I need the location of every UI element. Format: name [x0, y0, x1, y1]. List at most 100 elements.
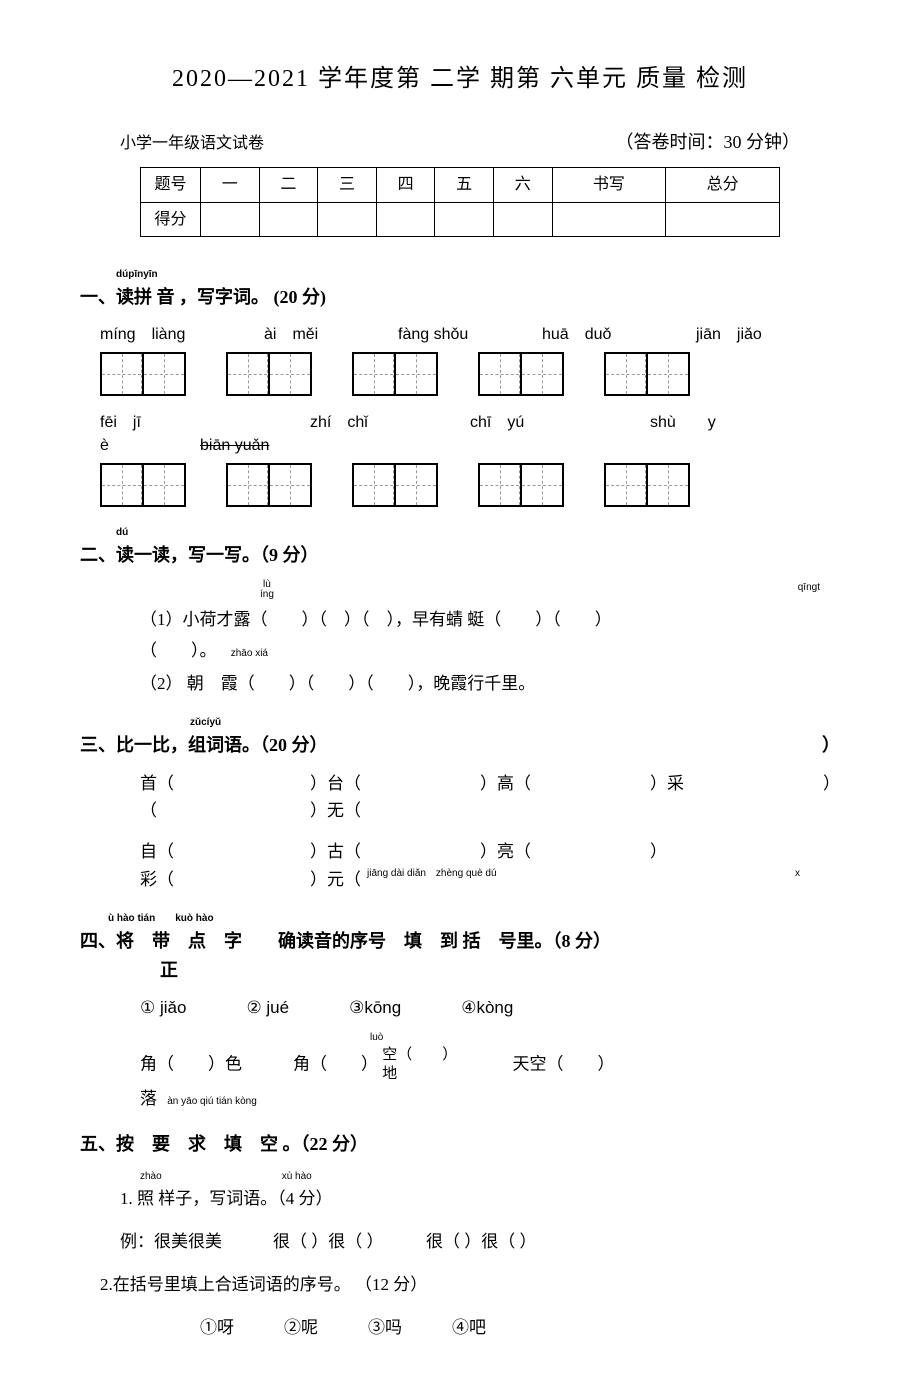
q3-row: 彩（ ）元（ jiāng dài diǎn zhèng què dú x: [140, 866, 840, 893]
q2-line2: （2） 朝 霞（ ）（ ）（ ），晚霞行千里。: [140, 670, 840, 697]
q4-heading-text: 四、将 带 点 字 确读音的序号 填 到 括 号里。（8 分）: [80, 927, 840, 956]
score-cell[interactable]: [493, 202, 552, 237]
score-header: 三: [318, 168, 377, 203]
q3-row: 首（ ）台（ ）高（ ）采 ）: [140, 770, 840, 797]
pinyin-label: ài měi: [264, 322, 374, 348]
pinyin-label: chī yú: [470, 410, 650, 436]
q3-row: （ ）无（: [140, 797, 840, 824]
q4-luo-pinyin: luò: [370, 1030, 840, 1046]
pinyin-label: zhí chǐ: [310, 410, 470, 436]
char-box[interactable]: [226, 352, 312, 396]
q5-pinyin-row: zhào xù hào: [140, 1169, 840, 1185]
char-box[interactable]: [100, 463, 186, 507]
q3-cell: ）亮（: [480, 838, 650, 865]
pinyin-annot: qīngt: [798, 580, 820, 600]
score-cell[interactable]: [259, 202, 318, 237]
score-cell[interactable]: [552, 202, 666, 237]
pinyin-label: fēi jī: [100, 410, 310, 436]
score-cell[interactable]: [376, 202, 435, 237]
pinyin-label: biān yuǎn: [200, 433, 269, 459]
q3-cell: 首（: [140, 770, 310, 797]
char-box[interactable]: [352, 352, 438, 396]
score-header: 五: [435, 168, 494, 203]
score-header-row: 题号 一 二 三 四 五 六 书写 总分: [141, 168, 780, 203]
q5-opt: ②呢: [284, 1314, 318, 1341]
q2-heading-text: 二、读一读，写一写。（9 分）: [80, 541, 840, 570]
score-cell[interactable]: [666, 202, 780, 237]
q4-line1: 角（ ）色 角（ ） 空（ ） 地 天空（ ）: [140, 1046, 840, 1085]
q4-opt: ④kòng: [461, 994, 513, 1021]
char-box[interactable]: [604, 352, 690, 396]
pinyin-annot: zhāo xiá: [231, 648, 268, 659]
subtitle-row: 小学一年级语文试卷 （答卷时间：30 分钟）: [80, 128, 840, 157]
q1-pinyin-row2a: fēi jī zhí chǐ chī yú shù y: [100, 410, 840, 436]
q4-line2: 落 àn yāo qiú tián kòng: [140, 1085, 840, 1112]
q5-opt: ①呀: [200, 1314, 234, 1341]
q3-cell: （: [140, 797, 310, 824]
score-header: 四: [376, 168, 435, 203]
q5-opt: ③吗: [368, 1314, 402, 1341]
pinyin-annot: xù hào: [282, 1169, 312, 1185]
subtitle: 小学一年级语文试卷: [120, 131, 264, 157]
q3-heading-pinyin: zǔcíyǔ: [190, 715, 840, 731]
q5-sub1-ex: 例：很美很美 很（ ）很（ ） 很（ ）很（ ）: [120, 1228, 840, 1255]
score-label: 得分: [141, 202, 201, 237]
q2-line1a: （1）小荷才露（ ）（ ）（ ），早有蜻 蜓（ ）（ ）: [140, 606, 840, 633]
q4-opt: ① jiǎo: [140, 994, 186, 1021]
q5-heading-text: 五、按 要 求 填 空 。（22 分）: [80, 1130, 840, 1159]
score-value-row: 得分: [141, 202, 780, 237]
q5-options: ①呀 ②呢 ③吗 ④吧: [200, 1314, 840, 1341]
q3-cell: 自（: [140, 838, 310, 865]
pinyin-label: jiān jiǎo: [696, 322, 762, 348]
char-box[interactable]: [604, 463, 690, 507]
q3-cell: ）: [650, 838, 820, 865]
q3-heading: zǔcíyǔ 三、比一比，组词语。（20 分） ）: [80, 715, 840, 760]
pinyin-label: míng liàng: [100, 322, 240, 348]
q3-cell: ）元（: [310, 866, 361, 893]
score-header: 六: [493, 168, 552, 203]
score-cell[interactable]: [318, 202, 377, 237]
pinyin-annot: zhào: [140, 1169, 162, 1185]
q2-heading: dú 二、读一读，写一写。（9 分）: [80, 525, 840, 570]
q5-sub2: 2.在括号里填上合适词语的序号。 （12 分）: [100, 1271, 840, 1298]
q3-tail-x: x: [795, 866, 800, 893]
q3-cell: ）采: [650, 770, 820, 797]
score-cell[interactable]: [435, 202, 494, 237]
pinyin-label: shù y: [650, 410, 716, 436]
q4-heading-sub: 正: [160, 956, 840, 985]
q2-pinyin-row: lù íng qīngt: [260, 580, 820, 600]
char-box[interactable]: [478, 463, 564, 507]
q1-pinyin-row1: míng liàng ài měi fàng shǒu huā duǒ jiān…: [100, 322, 840, 348]
q1-box-row1: [100, 352, 840, 396]
pinyin-label: è: [100, 433, 200, 459]
q4-stack: 空（ ） 地: [382, 1046, 457, 1085]
pinyin-label: fàng shǒu: [398, 322, 518, 348]
score-header: 书写: [552, 168, 666, 203]
score-header: 一: [201, 168, 260, 203]
char-box[interactable]: [226, 463, 312, 507]
q5-opt: ④吧: [452, 1314, 486, 1341]
score-cell[interactable]: [201, 202, 260, 237]
q3-cell: 彩（: [140, 866, 310, 893]
q1-box-row2: [100, 463, 840, 507]
q3-cell: ）无（: [310, 797, 480, 824]
char-box[interactable]: [478, 352, 564, 396]
q3-cell: ）台（: [310, 770, 480, 797]
q4-opt: ② jué: [246, 994, 289, 1021]
q4-heading: ù hào tián kuò hào 四、将 带 点 字 确读音的序号 填 到 …: [80, 911, 840, 985]
q2-heading-pinyin: dú: [116, 525, 840, 541]
q4-heading-pinyin: ù hào tián kuò hào: [108, 911, 840, 927]
q5-sub1: 1. 照 样子，写词语。（4 分）: [120, 1185, 840, 1212]
q2-line1b: （ ）。: [140, 641, 217, 660]
score-header: 二: [259, 168, 318, 203]
q1-heading: dúpīnyīn 一、读拼 音 ，写字词。 (20 分): [80, 267, 840, 312]
score-header: 总分: [666, 168, 780, 203]
page-title: 2020—2021 学年度第 二学 期第 六单元 质量 检测: [80, 60, 840, 98]
q4-options: ① jiǎo ② jué ③kōng ④kòng: [140, 994, 840, 1021]
char-box[interactable]: [100, 352, 186, 396]
q3-heading-text: 三、比一比，组词语。（20 分） ）: [80, 731, 840, 760]
q5-heading: 五、按 要 求 填 空 。（22 分）: [80, 1130, 840, 1159]
q3-cell: ）古（: [310, 838, 480, 865]
char-box[interactable]: [352, 463, 438, 507]
time-note: （答卷时间：30 分钟）: [616, 128, 801, 157]
